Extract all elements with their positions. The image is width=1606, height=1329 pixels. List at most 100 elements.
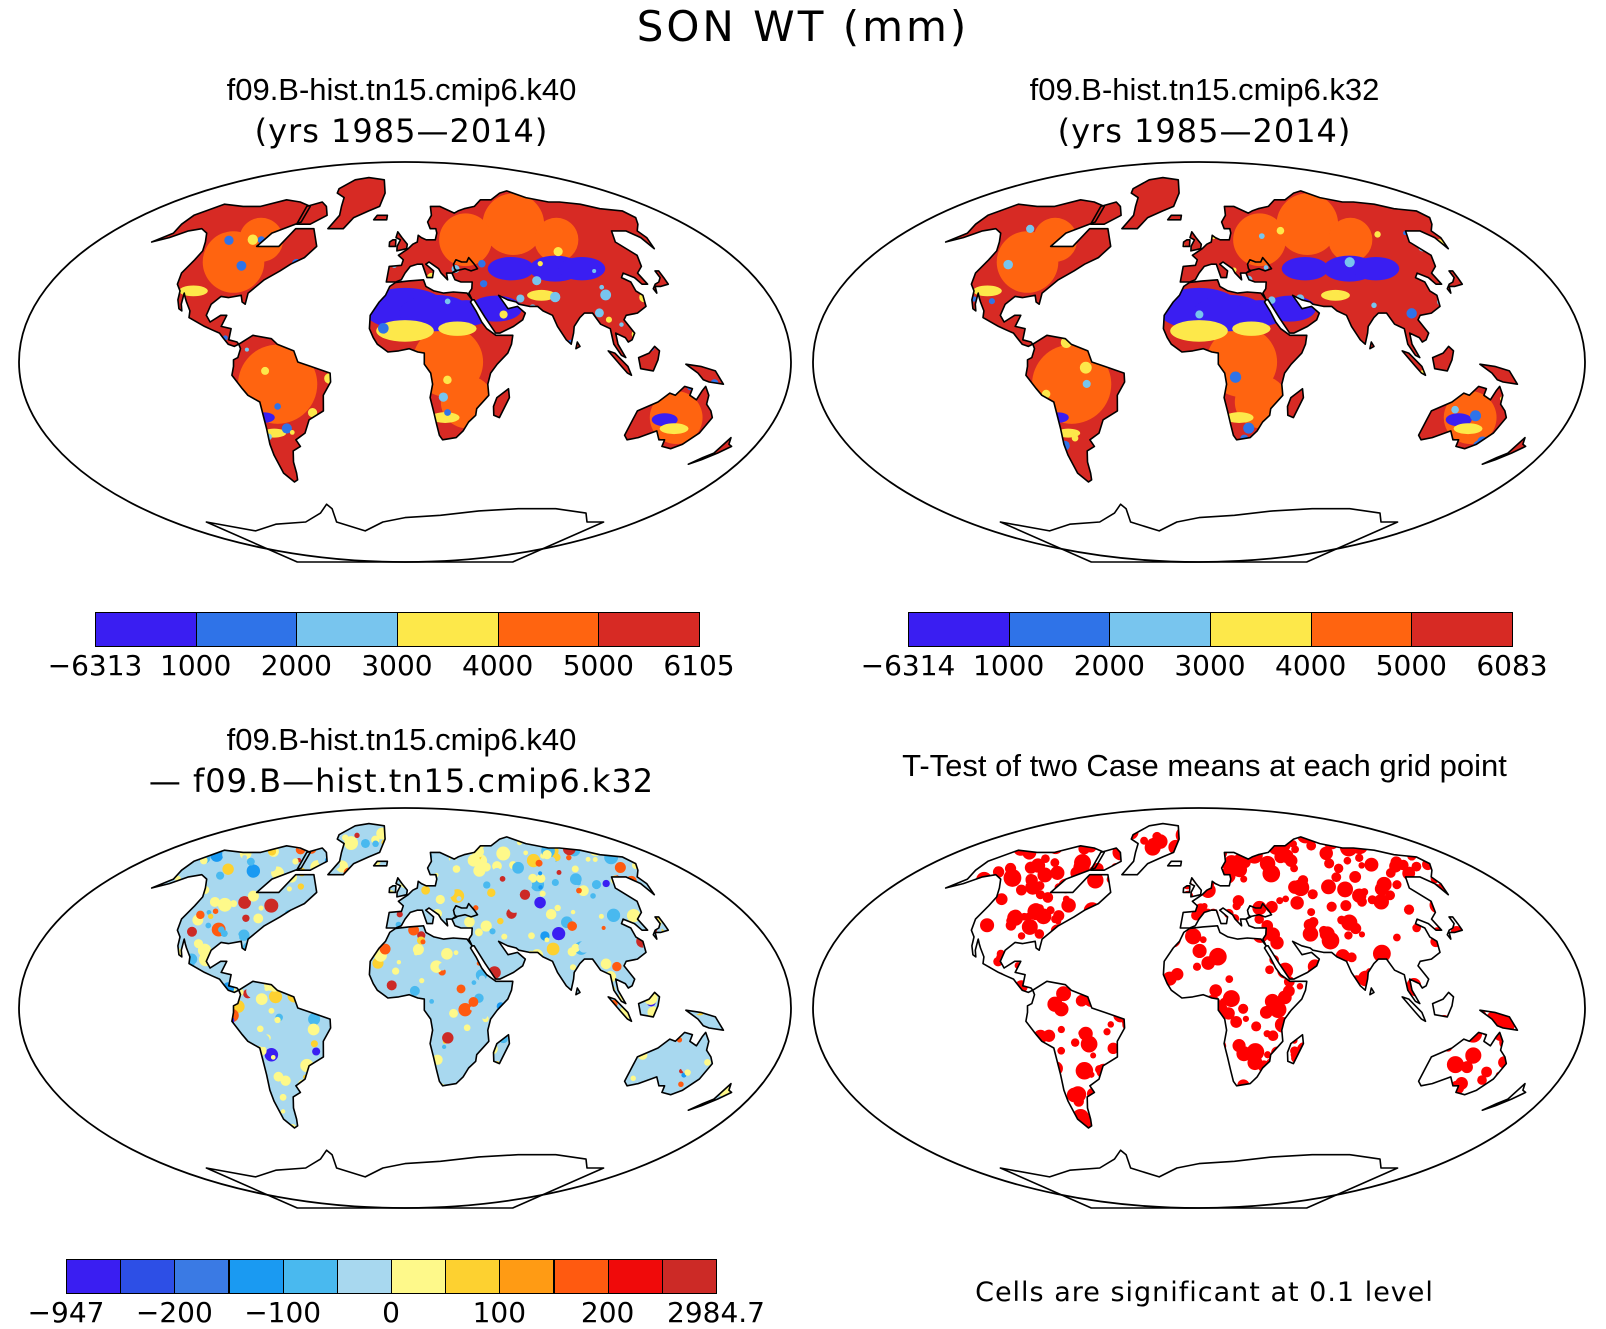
map-frame <box>812 807 1586 1209</box>
significant-cell <box>1015 884 1027 896</box>
colorbar-segment <box>120 1259 176 1294</box>
region-patch <box>651 413 678 427</box>
region-patch <box>216 871 225 880</box>
map-frame <box>18 161 792 563</box>
significant-cell <box>1282 895 1290 903</box>
significant-cell <box>1341 914 1358 931</box>
coastline-australia <box>1417 1031 1508 1096</box>
coastline-uk <box>395 231 409 252</box>
region-patch <box>592 268 597 274</box>
significant-cell <box>1103 1028 1111 1036</box>
significant-cell <box>1403 904 1415 915</box>
significant-cell <box>1230 1016 1243 1028</box>
coastlines <box>150 176 733 563</box>
coastline-baffin <box>1089 201 1122 225</box>
region-patch <box>1232 321 1271 336</box>
region-patch <box>372 840 379 848</box>
region-patch <box>471 959 477 965</box>
map-background <box>813 808 1585 1208</box>
significant-cell <box>1326 901 1337 912</box>
coastline-nz <box>687 436 733 465</box>
region-patch <box>292 858 299 865</box>
region-patch <box>238 896 251 909</box>
coastline-newguinea <box>1479 1009 1519 1031</box>
significant-cell <box>1460 1061 1473 1074</box>
coastline-namerica <box>150 199 318 348</box>
region-patch <box>678 1081 684 1087</box>
coastline-greenland <box>327 176 386 230</box>
panel2-title: f09.B-hist.tn15.cmip6.k32 <box>1029 72 1380 107</box>
region-patch <box>405 973 417 985</box>
region-patch <box>471 980 477 985</box>
region-patch <box>1229 371 1242 383</box>
coastline-ireland <box>388 239 397 248</box>
region-patch <box>212 908 219 914</box>
colorbar-segment <box>66 1259 122 1294</box>
region-patch <box>594 308 604 318</box>
significant-cell <box>1376 876 1392 892</box>
significant-cell <box>1191 910 1202 921</box>
coastline-madagascar <box>1286 1033 1305 1065</box>
region-patch <box>545 908 557 920</box>
colorbar-label: 3000 <box>1174 649 1246 682</box>
coastline-africa <box>1162 279 1308 441</box>
region-patch <box>1406 308 1417 319</box>
significant-cell <box>1446 1056 1464 1074</box>
region-patch <box>207 913 214 920</box>
region-patch <box>206 909 212 915</box>
significant-cell <box>1333 863 1344 874</box>
region-patch <box>379 943 391 955</box>
significant-cell <box>1047 996 1063 1012</box>
region-patch <box>1374 231 1381 238</box>
significant-cell <box>1358 931 1366 938</box>
region-patch <box>551 878 559 887</box>
colorbar-segment <box>296 612 398 647</box>
panel3-title: f09.B-hist.tn15.cmip6.k40 <box>226 722 577 757</box>
region-patch <box>538 885 543 890</box>
coastline-japan <box>1446 916 1464 940</box>
significant-cell <box>1352 888 1367 903</box>
region-patch <box>546 942 560 956</box>
region-patch <box>253 913 264 924</box>
map-background <box>19 808 791 1208</box>
region-patch <box>430 960 443 973</box>
coastline-newguinea <box>685 363 725 385</box>
region-patch <box>570 856 577 864</box>
significant-cell <box>1349 871 1362 883</box>
region-patch <box>1352 256 1400 281</box>
significant-cell <box>1251 1021 1262 1032</box>
region-patch <box>258 905 264 911</box>
significant-cell <box>1373 894 1389 910</box>
significant-cell <box>1307 908 1316 917</box>
region-patch <box>578 940 591 953</box>
colorbar-segment <box>1210 612 1312 647</box>
region-patch <box>268 1007 275 1014</box>
colorbar-label: −947 <box>27 1296 105 1329</box>
coastline-baffin <box>1089 847 1122 871</box>
region-patch <box>242 855 247 860</box>
region-patch <box>463 1024 471 1032</box>
coastline-antarctica <box>999 503 1399 563</box>
colorbar-panel-2: −6314 1000 2000 3000 4000 5000 6083 <box>861 612 1548 682</box>
region-patch <box>226 931 240 944</box>
coastline-namerica <box>150 845 318 994</box>
coastlines <box>944 822 1527 1209</box>
significant-cell <box>1073 1096 1084 1107</box>
coastline-ireland <box>388 885 397 894</box>
region-patch <box>269 990 283 1004</box>
region-patch <box>1453 423 1483 435</box>
significant-cell <box>1147 838 1155 846</box>
significant-cell <box>995 893 1008 906</box>
region-patch <box>988 298 995 305</box>
coastline-australia <box>1417 385 1508 450</box>
region-patch <box>534 896 546 909</box>
region-patch <box>441 948 453 960</box>
significant-cell <box>1411 861 1422 872</box>
colorbar-label: −6313 <box>47 649 143 682</box>
significant-cell <box>1247 1055 1263 1071</box>
region-patch <box>289 1064 296 1070</box>
colorbar-label: 6083 <box>1476 649 1548 682</box>
region-patch <box>443 886 455 898</box>
significant-cell <box>1465 1047 1482 1064</box>
region-patch <box>499 876 506 882</box>
